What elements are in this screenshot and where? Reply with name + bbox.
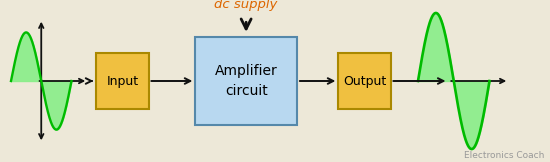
FancyBboxPatch shape <box>338 53 390 109</box>
FancyBboxPatch shape <box>195 37 297 125</box>
Text: Amplifier
circuit: Amplifier circuit <box>214 64 278 98</box>
Text: Electronics Coach: Electronics Coach <box>464 151 544 160</box>
Text: dc supply: dc supply <box>214 0 278 11</box>
FancyBboxPatch shape <box>96 53 148 109</box>
Text: Input: Input <box>106 75 139 87</box>
Text: Output: Output <box>343 75 386 87</box>
